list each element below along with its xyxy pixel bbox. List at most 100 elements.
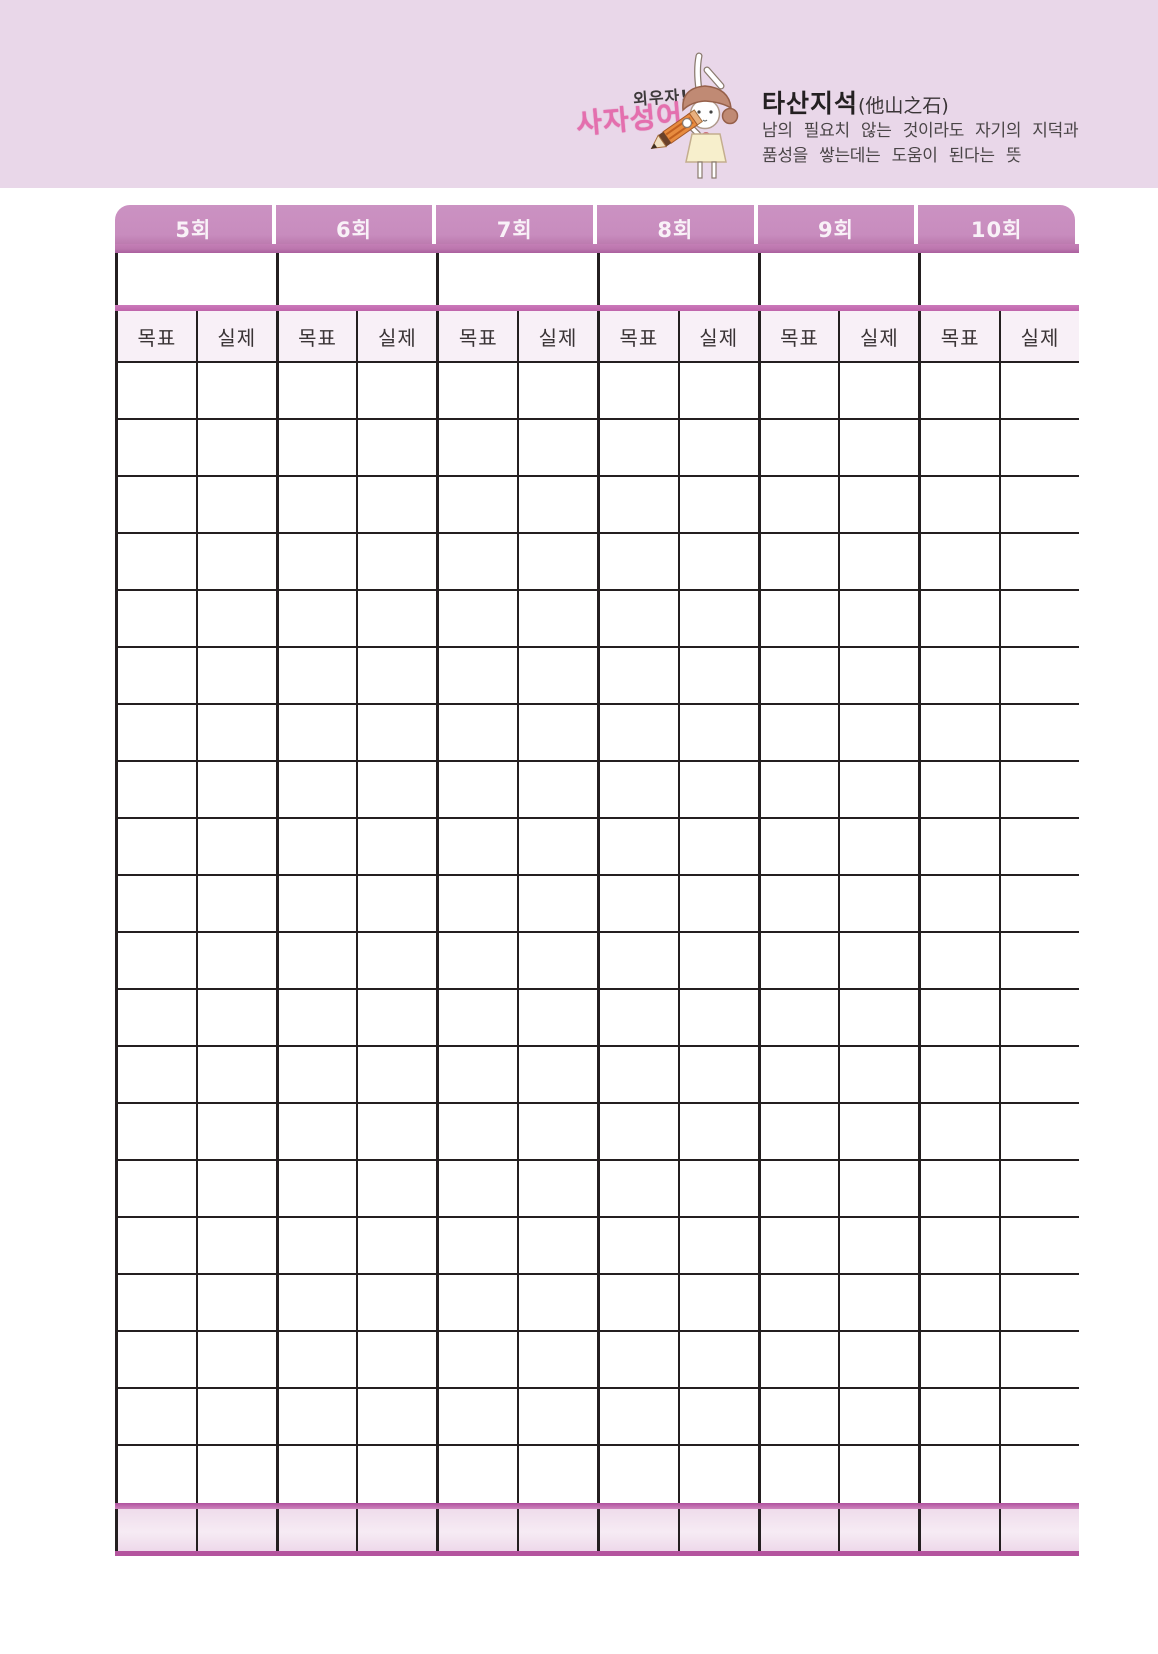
- table-cell: [275, 933, 357, 988]
- table-cell: [757, 1218, 839, 1273]
- table-cell: [436, 477, 517, 532]
- table-cell: [275, 477, 357, 532]
- table-cell: [517, 1332, 597, 1387]
- table-cell: [999, 705, 1079, 760]
- table-row: [115, 534, 1079, 591]
- actual-header-cell: 실제: [356, 311, 436, 361]
- idiom-title: 타산지석: [762, 89, 859, 118]
- table-row: [115, 1332, 1079, 1389]
- table-cell: [115, 420, 196, 475]
- table-cell: [757, 648, 839, 703]
- table-cell: [757, 1275, 839, 1330]
- table-cell: [275, 1047, 357, 1102]
- table-cell: [596, 1332, 678, 1387]
- goal-header-cell: 목표: [115, 311, 196, 361]
- idiom-meaning-line2: 품성을 쌓는데는 도움이 된다는 뜻: [762, 146, 1022, 166]
- table-cell: [517, 819, 597, 874]
- table-cell: [436, 1332, 517, 1387]
- table-cell: [275, 1161, 357, 1216]
- actual-header-cell: 실제: [195, 311, 276, 361]
- table-cell: [517, 1218, 597, 1273]
- table-cell: [677, 876, 758, 931]
- table-cell: [356, 420, 436, 475]
- table-cell: [596, 990, 678, 1045]
- table-cell: [596, 1389, 678, 1444]
- table-cell: [918, 420, 999, 475]
- table-cell: [677, 363, 758, 418]
- table-row: [115, 762, 1079, 819]
- table-cell: [356, 591, 436, 646]
- table-cell: [677, 990, 758, 1045]
- table-cell: [275, 648, 357, 703]
- table-cell: [677, 1104, 758, 1159]
- table-cell: [195, 1218, 276, 1273]
- table-cell: [115, 648, 196, 703]
- table-cell: [115, 591, 196, 646]
- footer-row: [115, 1509, 1079, 1551]
- tab-bottom-strip: [115, 244, 1079, 253]
- table-cell: [838, 1332, 918, 1387]
- footer-cell: [838, 1509, 918, 1551]
- session-tab-row: 5회 6회 7회 8회 9회 10회: [115, 205, 1079, 253]
- table-cell: [838, 762, 918, 817]
- footer-cell: [596, 1509, 678, 1551]
- table-cell: [356, 1389, 436, 1444]
- date-cell: [757, 253, 919, 305]
- table-cell: [195, 363, 276, 418]
- table-cell: [436, 420, 517, 475]
- date-cell: [436, 253, 597, 305]
- table-cell: [356, 1446, 436, 1503]
- table-cell: [757, 876, 839, 931]
- table-cell: [757, 705, 839, 760]
- table-cell: [517, 1275, 597, 1330]
- table-cell: [115, 1446, 196, 1503]
- table-cell: [596, 1104, 678, 1159]
- footer-cell: [195, 1509, 276, 1551]
- table-cell: [436, 933, 517, 988]
- table-cell: [918, 1161, 999, 1216]
- footer-cell: [918, 1509, 999, 1551]
- session-planner-table: 5회 6회 7회 8회 9회 10회 목표 실제 목표 실제 목표 실제 목표 실제 목표 실제 목표 실제: [115, 205, 1079, 1556]
- table-cell: [115, 1161, 196, 1216]
- date-cell: [597, 253, 758, 305]
- table-cell: [838, 876, 918, 931]
- table-cell: [115, 1104, 196, 1159]
- table-cell: [757, 363, 839, 418]
- table-cell: [195, 1332, 276, 1387]
- table-cell: [195, 420, 276, 475]
- table-cell: [757, 1446, 839, 1503]
- table-cell: [517, 705, 597, 760]
- table-cell: [838, 591, 918, 646]
- table-row: [115, 876, 1079, 933]
- table-cell: [115, 705, 196, 760]
- table-cell: [517, 420, 597, 475]
- table-cell: [517, 876, 597, 931]
- table-row: [115, 990, 1079, 1047]
- table-cell: [677, 1218, 758, 1273]
- actual-header-cell: 실제: [517, 311, 597, 361]
- table-cell: [356, 1332, 436, 1387]
- table-cell: [356, 648, 436, 703]
- table-cell: [918, 933, 999, 988]
- table-cell: [436, 876, 517, 931]
- table-cell: [436, 1275, 517, 1330]
- actual-header-cell: 실제: [838, 311, 918, 361]
- table-cell: [596, 420, 678, 475]
- footer-top-line: [115, 1503, 1079, 1509]
- table-cell: [195, 1389, 276, 1444]
- table-cell: [517, 933, 597, 988]
- footer-bottom-line: [115, 1551, 1079, 1556]
- table-cell: [115, 762, 196, 817]
- goal-header-cell: 목표: [436, 311, 517, 361]
- table-cell: [838, 819, 918, 874]
- table-cell: [195, 534, 276, 589]
- table-cell: [918, 1446, 999, 1503]
- table-cell: [275, 990, 357, 1045]
- table-cell: [999, 762, 1079, 817]
- table-row: [115, 591, 1079, 648]
- table-cell: [356, 819, 436, 874]
- table-row: [115, 1047, 1079, 1104]
- table-cell: [677, 648, 758, 703]
- footer-cell: [757, 1509, 839, 1551]
